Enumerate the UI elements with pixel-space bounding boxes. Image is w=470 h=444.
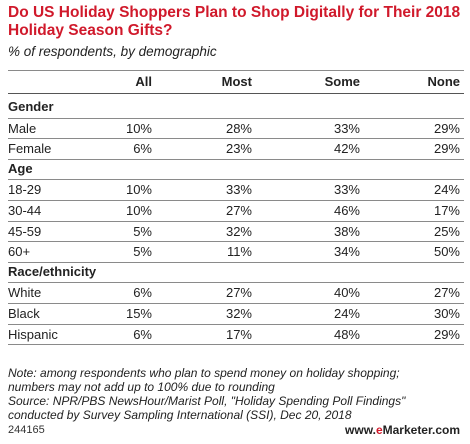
row-label: White xyxy=(8,285,42,301)
table-cell: 17% xyxy=(433,203,460,218)
table-cell: 33% xyxy=(225,182,252,198)
table-rule xyxy=(8,282,464,283)
table-cell: 28% xyxy=(225,120,252,136)
row-label: Black xyxy=(8,306,40,321)
table-cell: 27% xyxy=(225,203,252,218)
column-header: Some xyxy=(324,74,360,89)
row-label: Male xyxy=(8,120,37,136)
table-cell: 11% xyxy=(226,244,252,260)
table-cell: 24% xyxy=(333,306,360,321)
chart-title: Do US Holiday Shoppers Plan to Shop Digi… xyxy=(8,4,461,39)
table-rule xyxy=(8,138,464,139)
group-heading: Gender xyxy=(8,99,54,114)
table-cell: 10% xyxy=(125,182,152,198)
table-rule xyxy=(8,324,464,325)
table-cell: 33% xyxy=(333,182,360,198)
brand-suffix: Marketer.com xyxy=(382,423,460,437)
table-cell: 38% xyxy=(333,223,360,239)
table-cell: 46% xyxy=(333,203,360,218)
table-cell: 17% xyxy=(225,326,252,342)
table-rule xyxy=(8,241,464,242)
row-label: 30-44 xyxy=(8,203,42,218)
group-heading: Race/ethnicity xyxy=(8,263,97,279)
table-cell: 33% xyxy=(333,120,360,136)
column-header: None xyxy=(427,74,461,89)
column-header: Most xyxy=(221,74,252,89)
table-cell: 29% xyxy=(433,141,460,157)
table-cell: 32% xyxy=(225,223,252,239)
table-rule xyxy=(8,118,464,119)
row-label: Female xyxy=(8,141,52,157)
row-label: 18-29 xyxy=(8,182,42,198)
source-line: conducted by Survey Sampling Internation… xyxy=(8,408,352,422)
note-line: Note: among respondents who plan to spen… xyxy=(8,366,400,380)
table-rule xyxy=(8,344,464,345)
table-rule xyxy=(8,221,464,222)
table-rule xyxy=(8,159,464,160)
brand-prefix: www. xyxy=(345,423,376,437)
note-line: numbers may not add up to 100% due to ro… xyxy=(8,380,275,394)
table-cell: 25% xyxy=(433,223,460,239)
table-cell: 5% xyxy=(133,223,152,239)
table-rule xyxy=(8,200,464,201)
table-cell: 10% xyxy=(125,203,152,218)
brand-e: e xyxy=(375,423,383,437)
table-cell: 5% xyxy=(133,244,152,260)
table-cell: 42% xyxy=(333,141,360,157)
table-rule xyxy=(8,262,464,263)
column-header: All xyxy=(135,74,152,89)
emarketer-logo: www.eMarketer.com xyxy=(345,423,460,437)
table-cell: 40% xyxy=(333,285,360,301)
table-cell: 6% xyxy=(133,141,152,157)
source-line: Source: NPR/PBS NewsHour/Marist Poll, "H… xyxy=(8,394,406,408)
table-cell: 32% xyxy=(225,306,252,321)
table-cell: 10% xyxy=(125,120,152,136)
table-rule xyxy=(8,70,464,71)
table-rule xyxy=(8,179,464,180)
table-cell: 29% xyxy=(433,326,460,342)
table-cell: 23% xyxy=(225,141,252,157)
table-cell: 29% xyxy=(433,120,460,136)
chart-notes: Note: among respondents who plan to spen… xyxy=(8,366,468,422)
table-cell: 27% xyxy=(433,285,460,301)
group-heading: Age xyxy=(8,160,33,176)
table-cell: 27% xyxy=(225,285,252,301)
row-label: 45-59 xyxy=(8,223,42,239)
row-label: 60+ xyxy=(8,244,31,260)
table-rule xyxy=(8,303,464,304)
table-cell: 48% xyxy=(333,326,360,342)
chart-subtitle: % of respondents, by demographic xyxy=(8,44,217,59)
table-cell: 6% xyxy=(133,326,152,342)
table-cell: 34% xyxy=(333,244,360,260)
chart-id: 244165 xyxy=(8,424,45,436)
table-cell: 15% xyxy=(125,306,152,321)
row-label: Hispanic xyxy=(8,326,58,342)
table-rule xyxy=(8,93,464,94)
table-cell: 6% xyxy=(133,285,152,301)
table-cell: 24% xyxy=(433,182,460,198)
table-cell: 30% xyxy=(433,306,460,321)
table-cell: 50% xyxy=(433,244,460,260)
